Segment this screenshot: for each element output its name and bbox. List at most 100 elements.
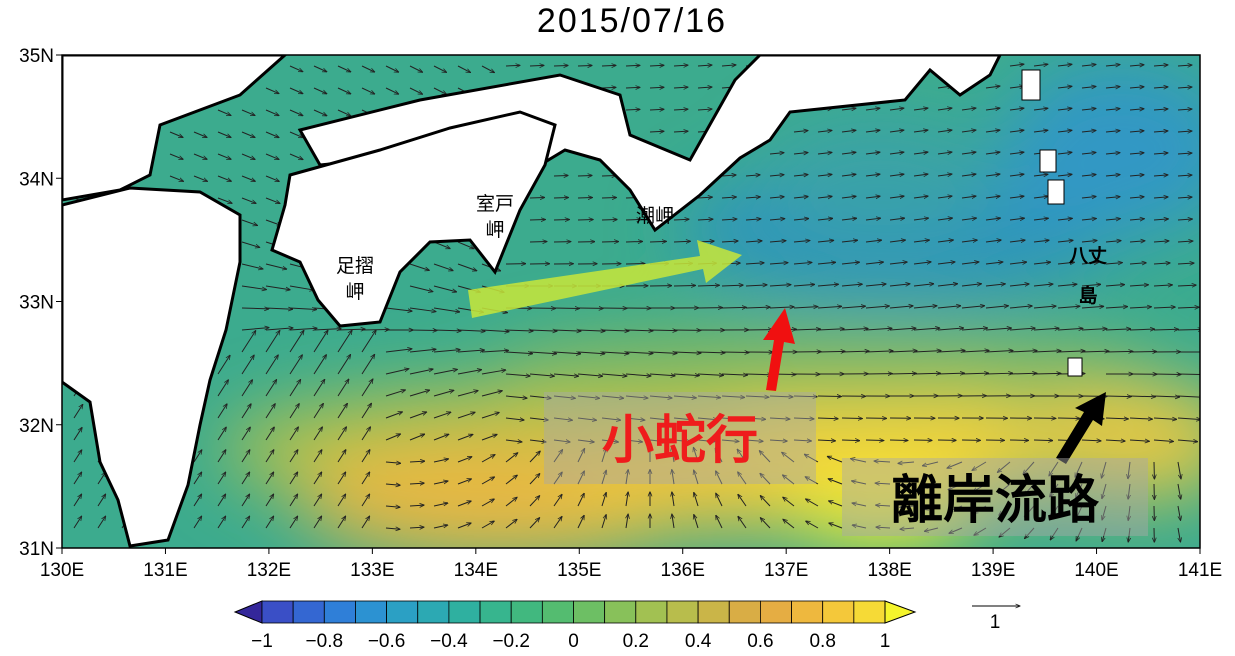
vector [937,350,965,352]
vector [1177,461,1181,479]
vector [961,350,989,352]
vector [1081,196,1096,198]
vector [889,218,905,220]
vector [961,196,976,198]
vector [924,505,939,509]
vector [193,131,207,137]
vector [817,196,832,198]
vector [625,352,653,354]
colorbar-segment [635,600,668,624]
vector [97,494,106,507]
vector [721,175,736,176]
vector [73,450,82,463]
vector [817,329,844,330]
vector [1009,328,1035,330]
vector [721,219,737,220]
vector [841,152,856,154]
vector [577,197,592,198]
vector [265,175,279,181]
vector [265,263,287,269]
vector [1102,505,1107,520]
vector [817,418,838,419]
vector [385,307,412,311]
vector [313,379,325,397]
meander-pointer [763,308,795,391]
vector [1057,262,1074,264]
vector [433,525,448,529]
vector [289,65,303,72]
vector [961,218,976,220]
vector [769,263,788,264]
vector [433,350,460,353]
vector [793,153,808,154]
vector [505,330,533,331]
vector [289,494,298,507]
vector [716,493,723,507]
vector [337,355,350,375]
vector [806,499,819,507]
vector [481,330,509,332]
colorbar-segment [323,600,356,624]
vector [721,285,743,286]
vector [1129,153,1144,154]
vector [697,418,717,420]
vector [697,352,725,353]
vector [913,284,934,286]
vector [265,404,275,419]
vector [289,472,298,485]
vector [529,418,548,420]
vector [217,197,232,203]
vector [745,197,760,198]
vector [1153,307,1175,308]
vector [900,506,915,507]
vector [73,427,82,441]
vector [289,427,298,441]
vector [961,373,989,374]
vector [289,404,299,419]
vector [481,477,494,485]
vector [793,197,808,198]
vector [265,355,278,375]
vector [1057,152,1072,154]
vector [337,450,346,463]
vector [1153,219,1168,220]
vector [505,519,517,529]
place-label: 八丈 [1069,245,1107,267]
vector [817,306,842,308]
vector [313,472,322,485]
vector [693,447,699,463]
vector [626,492,628,507]
lon-tick-label: 136E [661,560,705,581]
vector [241,328,269,331]
vector [217,355,230,375]
vector [1033,262,1051,264]
vector [672,492,674,507]
vector [1081,64,1096,66]
vector [73,404,83,419]
vector [1101,461,1107,478]
vector [769,440,787,441]
vector [721,396,745,397]
vector [694,515,699,529]
vector [827,456,843,463]
vector [961,306,985,308]
vector [601,374,627,376]
vector [1129,197,1144,198]
vector [1049,461,1059,476]
vector [361,427,370,441]
vector [852,525,867,529]
lat-tick-label: 35N [19,46,54,67]
sea-field [62,55,1200,548]
vector [409,307,436,312]
vector [738,494,747,507]
vector [1177,109,1192,110]
vector [889,130,904,132]
vector [716,471,723,485]
vector [760,496,771,507]
vector [1102,527,1107,542]
vector [1050,505,1059,518]
vector [1105,109,1120,110]
vector [313,65,327,72]
lon-tick-label: 141E [1178,560,1222,581]
